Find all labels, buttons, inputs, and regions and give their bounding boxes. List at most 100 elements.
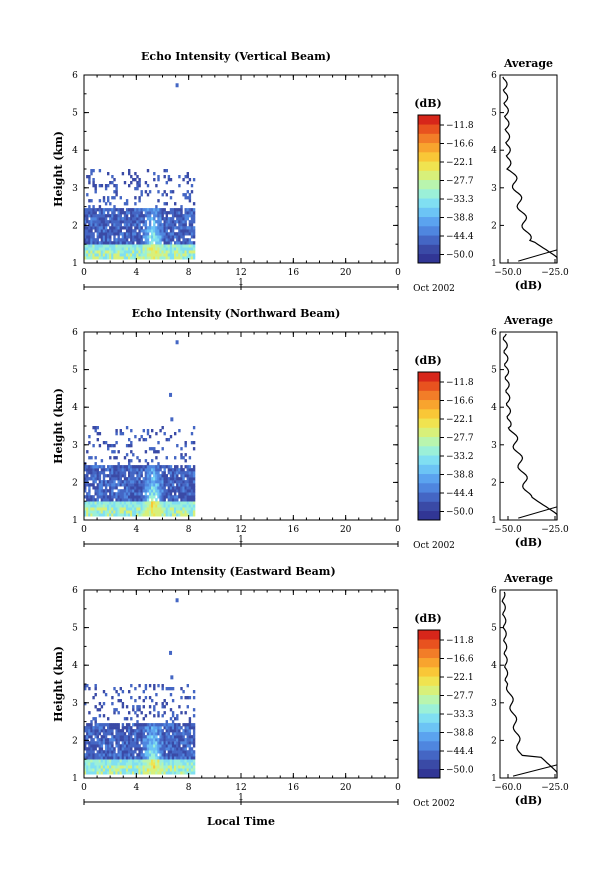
heatmap-cell [176,220,179,224]
heatmap-cell [159,750,162,754]
heatmap-cell [142,504,145,508]
heatmap-cell [169,435,173,439]
heatmap-cell [165,501,168,505]
heatmap-cell [115,184,118,188]
heatmap-cell [167,244,171,248]
heatmap-cell [117,693,120,697]
heatmap-cell [188,465,192,469]
heatmap-cell [138,438,141,442]
y-tick-label: 3 [72,184,78,194]
heatmap-cell [174,765,177,769]
heatmap-cell [98,741,102,745]
heatmap-cell [142,768,145,772]
heatmap-cell [159,256,162,260]
heatmap-cell [109,229,112,233]
heatmap-cell [169,256,173,260]
heatmap-cell [136,175,139,179]
heatmap-cell [163,477,166,481]
heatmap-cell [151,229,154,233]
heatmap-cell [132,738,135,742]
heatmap-cell [140,489,143,493]
heatmap-cell [102,441,106,445]
heatmap-cell [190,190,194,194]
heatmap-cell [178,477,181,481]
heatmap-cell [138,247,141,251]
heatmap-cell [132,453,135,457]
heatmap-cell [140,747,143,751]
heatmap-cell [109,202,112,206]
heatmap-cell [140,735,143,739]
heatmap-cell [171,247,175,251]
heatmap-cell [159,729,162,733]
heatmap-cell [161,741,164,745]
heatmap-cell [102,495,106,499]
heatmap-cell [115,220,118,224]
heatmap-cell [188,468,192,472]
heatmap-cell [178,480,181,484]
heatmap-cell [88,768,91,772]
heatmap-cell [190,217,194,221]
heatmap-cell [128,444,131,448]
heatmap-cell [157,759,160,763]
heatmap-cell [182,765,185,769]
heatmap-cell [182,741,185,745]
heatmap-cell [188,765,192,769]
heatmap-cell [169,762,173,766]
heatmap-cell [90,732,93,736]
heatmap-cell [134,510,137,514]
heatmap-cell [130,244,133,248]
heatmap-cell [104,501,108,505]
heatmap-cell [125,735,129,739]
heatmap-cell [182,750,185,754]
heatmap-cell [182,768,185,772]
heatmap-cell [192,495,196,499]
heatmap-cell [84,741,87,745]
heatmap-cell [90,750,93,754]
heatmap-cell [117,726,120,730]
colorbar-swatch [418,133,440,144]
heatmap-cell [192,229,196,233]
heatmap-cell [96,471,99,475]
heatmap-cell [92,513,95,517]
heatmap-cell [136,726,139,730]
heatmap-cell [144,723,148,727]
heatmap-cell [169,498,173,502]
heatmap-cell [88,726,91,730]
heatmap-cell [176,732,179,736]
heatmap-cell [128,510,131,514]
heatmap-cell [90,169,93,173]
heatmap-cell [138,483,141,487]
heatmap-cell [125,199,129,203]
heatmap-cell [98,220,102,224]
heatmap-cell [163,759,166,763]
heatmap-cell [144,492,148,496]
heatmap-cell [142,465,145,469]
heatmap-cell [169,650,173,655]
heatmap-cell [125,768,129,772]
heatmap-cell [192,756,196,760]
heatmap-cell [115,193,118,197]
heatmap-cell [119,477,122,481]
heatmap-cell [176,735,179,739]
heatmap-cell [144,498,148,502]
heatmap-cell [86,750,89,754]
heatmap-cell [84,465,87,469]
heatmap-cell [102,250,106,254]
heatmap-cell [115,771,118,775]
heatmap-cell [98,504,102,508]
heatmap-cell [161,226,164,230]
heatmap-cell [163,489,166,493]
colorbar-tick-label: −27.7 [446,434,474,444]
heatmap-cell [113,477,116,481]
heatmap-cell [138,732,141,736]
heatmap-cell [161,253,164,257]
heatmap-cell [136,510,139,514]
heatmap-cell [157,768,160,772]
heatmap-cell [144,486,148,490]
heatmap-cell [128,247,131,251]
heatmap-cell [121,756,125,760]
heatmap-cell [163,480,166,484]
heatmap-cell [92,426,95,430]
heatmap-cell [134,486,137,490]
heatmap-cell [155,214,158,218]
